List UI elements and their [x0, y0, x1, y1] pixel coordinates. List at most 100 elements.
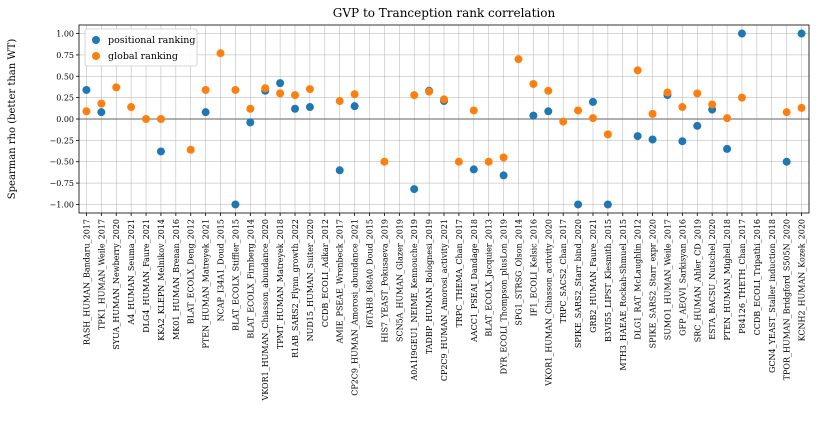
point-positional-ranking	[499, 171, 508, 180]
x-tick-label: KKA2_KLEPN_Melnikov_2014	[157, 219, 166, 341]
point-global-ranking	[186, 145, 195, 154]
y-tick-label: −0.25	[49, 136, 74, 145]
x-tick-label: I6TAH8_I68A0_Doud_2015	[366, 219, 375, 328]
y-tick-label: 1.00	[56, 30, 74, 39]
chart-title: GVP to Tranception rank correlation	[333, 6, 556, 20]
point-positional-ranking	[335, 166, 344, 175]
point-global-ranking	[440, 95, 448, 104]
x-tick-label: SPIKE_SARS2_Starr_expr_2020	[649, 219, 658, 348]
x-tick-label: DLG4_HUMAN_Faure_2021	[142, 219, 151, 333]
y-tick-label: −0.75	[49, 179, 74, 188]
point-global-ranking	[648, 109, 657, 118]
point-global-ranking	[97, 99, 106, 108]
point-global-ranking	[469, 106, 478, 115]
point-positional-ranking	[693, 121, 702, 130]
point-positional-ranking	[678, 137, 687, 146]
x-tick-label: A4_HUMAN_Seuma_2021	[127, 219, 136, 326]
x-tick-label: ESTA_BACSU_Nutschel_2020	[708, 219, 717, 340]
x-tick-label: P84126_THETH_Chan_2017	[738, 219, 747, 334]
point-positional-ranking	[574, 200, 583, 209]
y-tick-label: 0.75	[56, 51, 74, 60]
point-positional-ranking	[305, 103, 314, 112]
point-global-ranking	[454, 157, 463, 166]
points-layer	[82, 29, 806, 209]
point-global-ranking	[350, 90, 359, 99]
point-global-ranking	[410, 91, 419, 100]
x-tick-label: TRPC_THEMA_Chan_2017	[455, 219, 464, 328]
x-tick-label: DLG1_RAT_McLaughlin_2012	[634, 219, 643, 340]
y-tick-label: 0.25	[56, 94, 74, 103]
legend-marker-positional	[92, 36, 100, 44]
point-global-ranking	[216, 49, 225, 58]
x-tick-label: BLAT_ECOLX_Deng_2012	[187, 219, 196, 324]
point-global-ranking	[484, 157, 493, 166]
point-positional-ranking	[544, 107, 553, 116]
x-tick-label: PTEN_HUMAN_Mighell_2018	[723, 219, 732, 340]
x-tick-label: NCAP_I34A1_Doud_2015	[217, 219, 226, 321]
point-global-ranking	[142, 115, 151, 123]
legend-marker-global	[92, 52, 100, 60]
x-tick-label: GCN4_YEAST_Staller_induction_2018	[768, 219, 777, 373]
x-tick-label: SPIKE_SARS2_Starr_bind_2020	[574, 219, 583, 348]
x-tick-label: TPMT_HUMAN_Matreyek_2018	[276, 219, 285, 349]
x-tick-label: PTEN_HUMAN_Matreyek_2021	[202, 219, 211, 348]
point-global-ranking	[156, 115, 165, 123]
point-positional-ranking	[469, 165, 478, 174]
point-global-ranking	[529, 79, 538, 88]
point-global-ranking	[603, 130, 612, 139]
x-tick-label: BLAT_ECOLX_Jacquier_2013	[485, 219, 494, 337]
x-tick-label: MTH3_HAEAE_Rockah-Shmuel_2015	[619, 219, 628, 371]
x-tick-label: SPG1_STRSG_Olson_2014	[514, 219, 523, 326]
point-positional-ranking	[82, 85, 91, 94]
x-tick-label: GFP_AEQVI_Sarkisyan_2016	[678, 219, 687, 336]
x-tick-label: SCN5A_HUMAN_Glazer_2019	[395, 219, 404, 342]
point-global-ranking	[82, 107, 91, 116]
point-global-ranking	[574, 106, 583, 115]
point-global-ranking	[723, 114, 732, 123]
x-tick-label: BLAT_ECOLX_Firnberg_2014	[246, 219, 255, 339]
point-global-ranking	[663, 88, 672, 97]
x-tick-label: TRPC_SACS2_Chan_2017	[559, 219, 568, 323]
x-tick-label: BLAT_ECOLX_Stiffler_2015	[231, 219, 240, 331]
point-positional-ranking	[588, 97, 597, 106]
x-tick-label: TADBP_HUMAN_Bolognesi_2019	[425, 219, 434, 354]
point-global-ranking	[559, 117, 568, 126]
point-global-ranking	[380, 157, 389, 166]
x-tick-label: A0A1I9GEU1_NEIME_Kennouche_2019	[410, 219, 419, 382]
point-global-ranking	[588, 114, 597, 123]
point-positional-ranking	[737, 29, 746, 38]
x-tick-layer: RASH_HUMAN_Bandaru_2017 TPK1_HUMAN_Weile_…	[82, 213, 807, 402]
x-tick-label: NUD15_HUMAN_Suiter_2020	[306, 219, 315, 341]
x-tick-label: IF1_ECOLI_Kelsic_2016	[529, 219, 538, 316]
x-tick-label: AACC1_PSEAI_Dandage_2018	[470, 219, 479, 343]
point-global-ranking	[678, 103, 687, 112]
point-positional-ranking	[156, 147, 165, 156]
point-global-ranking	[246, 104, 255, 113]
y-tick-label: 0.50	[56, 72, 74, 81]
y-tick-layer: −1.00 −0.75 −0.50 −0.25 0.00 0.25 0.50 0.75 1.00	[49, 30, 79, 209]
point-positional-ranking	[633, 132, 642, 141]
x-tick-label: TPOR_HUMAN_Bridgford_S505N_2020	[783, 219, 792, 380]
y-tick-label: 0.00	[56, 115, 74, 124]
point-positional-ranking	[97, 108, 106, 117]
point-global-ranking	[201, 85, 210, 94]
legend-box	[84, 28, 198, 67]
point-global-ranking	[514, 55, 523, 64]
point-global-ranking	[291, 91, 300, 100]
x-tick-label: HIS7_YEAST_Pokusaeva_2019	[380, 219, 389, 343]
point-positional-ranking	[410, 185, 419, 194]
x-tick-label: AMIE_PSEAE_Wrenbeck_2017	[336, 219, 345, 344]
x-tick-label: SRC_HUMAN_Ahler_CD_2019	[693, 219, 702, 342]
point-positional-ranking	[246, 118, 255, 127]
x-tick-label: GRB2_HUMAN_Faure_2021	[589, 219, 598, 333]
point-global-ranking	[737, 93, 746, 102]
x-tick-label: MK01_HUMAN_Brenan_2016	[172, 219, 181, 340]
point-global-ranking	[127, 103, 136, 112]
x-tick-label: RASH_HUMAN_Bandaru_2017	[82, 219, 91, 345]
point-global-ranking	[633, 66, 642, 75]
point-positional-ranking	[782, 157, 791, 166]
x-tick-label: SUMO1_HUMAN_Weile_2017	[663, 219, 672, 340]
point-global-ranking	[276, 89, 285, 98]
point-global-ranking	[499, 153, 508, 162]
point-positional-ranking	[350, 102, 359, 111]
